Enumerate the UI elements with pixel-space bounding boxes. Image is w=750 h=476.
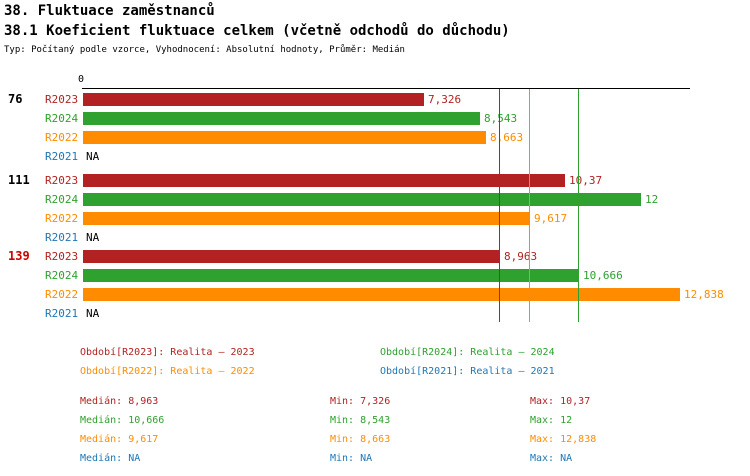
stat-min-r2021: Min: NA [330, 453, 372, 464]
median-line-r2022 [529, 89, 530, 322]
bar-r2023-group-76 [83, 93, 424, 106]
legend-item-r2024: Období[R2024]: Realita – 2024 [380, 347, 555, 358]
stat-label: Max: [530, 434, 555, 445]
bar-value-label: 8,543 [484, 112, 518, 125]
row-label-r2021: R2021 [45, 307, 79, 320]
type-line: Typ: Počítaný podle vzorce, Vyhodnocení:… [4, 45, 405, 55]
page-subtitle: 38.1 Koeficient fluktuace celkem (včetně… [4, 23, 510, 39]
stat-value: 8,963 [128, 396, 159, 407]
bar-value-label: 7,326 [428, 93, 462, 106]
stat-median-r2021: Medián: NA [80, 453, 140, 464]
stat-min-r2023: Min: 7,326 [330, 396, 390, 407]
bar-r2024-group-139 [83, 269, 579, 282]
bar-value-label: 12 [645, 193, 659, 206]
stat-label: Medián: [80, 453, 123, 464]
stat-median-r2024: Medián: 10,666 [80, 415, 164, 426]
row-label-r2021: R2021 [45, 231, 79, 244]
stat-label: Medián: [80, 434, 123, 445]
row-label-r2023: R2023 [45, 93, 79, 106]
row-label-r2021: R2021 [45, 150, 79, 163]
bar-r2022-group-76 [83, 131, 486, 144]
stat-value: 12,838 [560, 434, 597, 445]
stat-median-r2022: Medián: 9,617 [80, 434, 158, 445]
page-title: 38. Fluktuace zaměstnanců [4, 3, 215, 19]
row-label-r2024: R2024 [45, 193, 79, 206]
stat-label: Min: [330, 434, 355, 445]
row-label-r2023: R2023 [45, 250, 79, 263]
stat-min-r2022: Min: 8,663 [330, 434, 390, 445]
median-line-r2023 [499, 89, 500, 322]
stat-label: Max: [530, 453, 555, 464]
stat-max-r2023: Max: 10,37 [530, 396, 590, 407]
stat-value: 10,666 [128, 415, 165, 426]
row-label-r2023: R2023 [45, 174, 79, 187]
stat-min-r2024: Min: 8,543 [330, 415, 390, 426]
row-label-r2022: R2022 [45, 288, 79, 301]
na-value-label: NA [86, 307, 100, 320]
na-value-label: NA [86, 231, 100, 244]
row-label-r2024: R2024 [45, 112, 79, 125]
bar-r2022-group-139 [83, 288, 680, 301]
bar-r2024-group-111 [83, 193, 641, 206]
stat-label: Min: [330, 453, 355, 464]
stat-value: 10,37 [560, 396, 591, 407]
row-label-r2022: R2022 [45, 131, 79, 144]
bar-r2023-group-111 [83, 174, 565, 187]
legend-item-r2021: Období[R2021]: Realita – 2021 [380, 366, 555, 377]
stat-value: 8,543 [360, 415, 391, 426]
bar-r2022-group-111 [83, 212, 530, 225]
row-label-r2024: R2024 [45, 269, 79, 282]
stat-max-r2024: Max: 12 [530, 415, 572, 426]
bar-value-label: 9,617 [534, 212, 568, 225]
bar-r2023-group-139 [83, 250, 500, 263]
stat-label: Max: [530, 396, 555, 407]
legend-item-r2022: Období[R2022]: Realita – 2022 [80, 366, 255, 377]
na-value-label: NA [86, 150, 100, 163]
bar-value-label: 10,666 [583, 269, 623, 282]
group-label-76: 76 [8, 92, 23, 106]
stat-label: Medián: [80, 396, 123, 407]
stat-label: Min: [330, 396, 355, 407]
stat-value: 8,663 [360, 434, 391, 445]
bar-value-label: 8,663 [490, 131, 524, 144]
row-label-r2022: R2022 [45, 212, 79, 225]
stat-median-r2023: Medián: 8,963 [80, 396, 158, 407]
stat-value: NA [360, 453, 373, 464]
stat-value: NA [128, 453, 141, 464]
bar-value-label: 8,963 [504, 250, 538, 263]
value-axis-line [82, 88, 690, 89]
bar-r2024-group-76 [83, 112, 480, 125]
stat-label: Min: [330, 415, 355, 426]
median-line-r2024 [578, 89, 579, 322]
axis-origin-label: 0 [78, 74, 85, 85]
legend-item-r2023: Období[R2023]: Realita – 2023 [80, 347, 255, 358]
stat-value: 12 [560, 415, 573, 426]
stat-value: 7,326 [360, 396, 391, 407]
stat-max-r2021: Max: NA [530, 453, 572, 464]
group-label-111: 111 [8, 173, 30, 187]
stat-value: 9,617 [128, 434, 159, 445]
bar-value-label: 10,37 [569, 174, 603, 187]
bar-value-label: 12,838 [684, 288, 724, 301]
stat-max-r2022: Max: 12,838 [530, 434, 596, 445]
stat-label: Medián: [80, 415, 123, 426]
stat-value: NA [560, 453, 573, 464]
stat-label: Max: [530, 415, 555, 426]
group-label-139: 139 [8, 249, 30, 263]
